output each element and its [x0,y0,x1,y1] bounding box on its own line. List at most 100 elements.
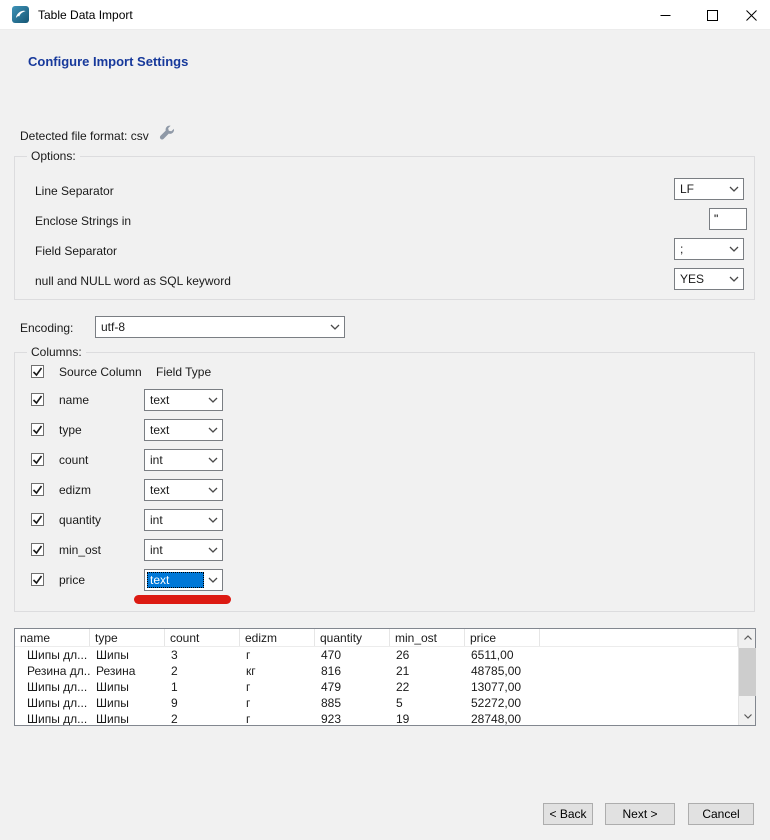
column-mapping-row: price text [15,569,754,591]
table-cell: 19 [396,712,410,725]
table-cell: 26 [396,648,410,662]
scrollbar-thumb[interactable] [739,648,756,696]
table-cell: Шипы дл... [27,696,88,710]
preview-col-header[interactable]: count [165,629,240,646]
table-cell: 885 [321,696,342,710]
next-button[interactable]: Next > [605,803,675,825]
table-cell: 5 [396,696,403,710]
column-checkbox[interactable] [31,513,44,526]
select-all-checkbox[interactable] [31,365,44,378]
chevron-down-icon [326,324,344,330]
column-checkbox[interactable] [31,543,44,556]
cancel-button[interactable]: Cancel [688,803,754,825]
table-cell: 2 [171,664,178,678]
null-keyword-select[interactable]: YES [674,268,744,290]
table-cell: 21 [396,664,410,678]
column-name-label: type [59,423,82,437]
options-legend: Options: [27,149,80,163]
source-column-header: Source Column [59,365,142,379]
field-type-select[interactable]: text [144,419,223,441]
chevron-down-icon [204,457,222,463]
chevron-down-icon [204,397,222,403]
close-button[interactable] [733,0,770,30]
minimize-button[interactable] [645,0,685,30]
table-cell: 22 [396,680,410,694]
columns-group: Columns: Source Column Field Type name te… [14,345,755,612]
table-cell: Шипы [96,712,129,725]
preview-col-header[interactable]: edizm [240,629,315,646]
columns-legend: Columns: [27,345,86,359]
table-cell: 13077,00 [471,680,522,694]
field-type-header: Field Type [156,365,212,379]
table-cell: кг [246,664,256,678]
preview-col-header[interactable]: min_ost [390,629,465,646]
table-cell: Шипы [96,648,129,662]
field-separator-select[interactable]: ; [674,238,744,260]
table-cell: 816 [321,664,342,678]
table-cell: 479 [321,680,342,694]
maximize-button[interactable] [692,0,732,30]
scroll-up-icon[interactable] [739,629,756,646]
table-cell: 923 [321,712,342,725]
column-checkbox[interactable] [31,483,44,496]
chevron-down-icon [725,186,743,192]
table-cell: 2 [171,712,178,725]
null-keyword-label: null and NULL word as SQL keyword [35,274,231,288]
preview-col-header[interactable]: price [465,629,540,646]
table-cell: Шипы дл... [27,712,88,725]
preview-col-header[interactable]: type [90,629,165,646]
column-checkbox[interactable] [31,573,44,586]
table-row[interactable]: Шипы дл... Шипы 2 г 923 19 28748,00 [15,711,738,725]
field-type-select[interactable]: text [144,389,223,411]
table-row[interactable]: Шипы дл... Шипы 1 г 479 22 13077,00 [15,679,738,695]
field-type-select[interactable]: int [144,509,223,531]
field-type-select[interactable]: int [144,539,223,561]
line-separator-label: Line Separator [35,184,114,198]
table-row[interactable]: Шипы дл... Шипы 3 г 470 26 6511,00 [15,647,738,663]
columns-header: Source Column Field Type [15,364,754,380]
column-mapping-row: type text [15,419,754,441]
table-cell: 3 [171,648,178,662]
vertical-scrollbar[interactable] [738,629,756,725]
line-separator-select[interactable]: LF [674,178,744,200]
column-mapping-row: quantity int [15,509,754,531]
chevron-down-icon [204,517,222,523]
scroll-down-icon[interactable] [739,708,756,725]
field-type-select[interactable]: text [144,569,223,591]
chevron-down-icon [725,246,743,252]
column-checkbox[interactable] [31,453,44,466]
table-row[interactable]: Шипы дл... Шипы 9 г 885 5 52272,00 [15,695,738,711]
column-name-label: price [59,573,86,587]
column-mapping-row: count int [15,449,754,471]
preview-col-header[interactable]: quantity [315,629,390,646]
preview-col-header[interactable]: name [15,629,90,646]
column-mapping-row: name text [15,389,754,411]
table-cell: 48785,00 [471,664,522,678]
wrench-icon[interactable] [158,125,175,145]
table-cell-filler [540,663,738,679]
field-separator-label: Field Separator [35,244,118,258]
data-preview-table: name type count edizm quantity min_ost p… [14,628,756,726]
table-cell: 28748,00 [471,712,522,725]
back-button[interactable]: < Back [543,803,593,825]
chevron-down-icon [204,487,222,493]
column-name-label: edizm [59,483,92,497]
enclose-strings-input[interactable] [709,208,747,230]
enclose-strings-label: Enclose Strings in [35,214,132,228]
encoding-select[interactable]: utf-8 [95,316,345,338]
table-cell: г [246,712,251,725]
table-cell: Резина [96,664,136,678]
table-cell: Шипы [96,696,129,710]
titlebar: Table Data Import [0,0,770,30]
preview-header-filler [540,629,738,646]
chevron-down-icon [204,547,222,553]
column-checkbox[interactable] [31,393,44,406]
column-name-label: name [59,393,90,407]
field-type-select[interactable]: text [144,479,223,501]
table-row[interactable]: Резина дл... Резина 2 кг 816 21 48785,00 [15,663,738,679]
field-type-select[interactable]: int [144,449,223,471]
column-checkbox[interactable] [31,423,44,436]
table-cell: 1 [171,680,178,694]
table-cell: г [246,680,251,694]
